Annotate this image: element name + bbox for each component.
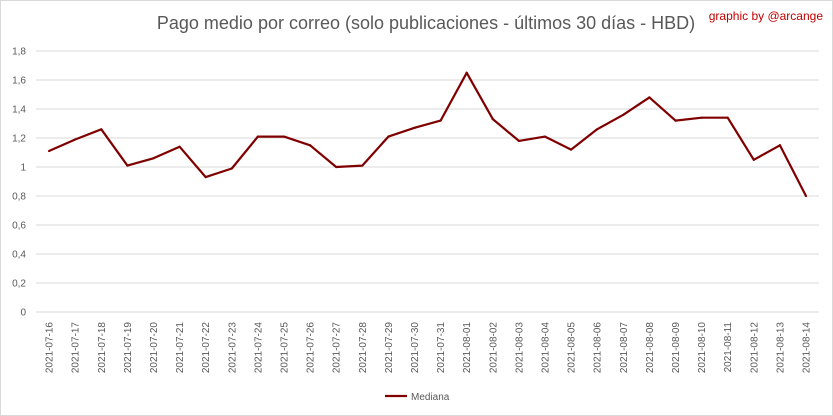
legend: Mediana [385,392,450,403]
data-point [543,135,547,138]
x-tick-label: 2021-07-23 [227,322,238,374]
x-tick-label: 2021-07-27 [332,322,343,374]
x-tick-label: 2021-07-25 [279,322,290,374]
x-tick-label: 2021-07-31 [436,322,447,374]
x-tick-label: 2021-07-30 [410,322,421,374]
x-tick-label: 2021-07-19 [123,322,134,374]
x-tick-label: 2021-07-20 [149,322,160,374]
x-tick-label: 2021-08-04 [540,322,551,374]
data-point [413,126,416,129]
y-axis-ticks: 0 0,2 0,4 0,6 0,8 1 1,2 1,4 1,6 1,8 [12,47,26,319]
data-point [726,116,729,119]
legend-label-mediana: Mediana [411,392,450,403]
chart-credit: graphic by @arcange [709,9,824,23]
data-point [674,119,677,122]
data-point [74,138,77,141]
data-point [596,128,599,131]
data-point [126,164,129,167]
data-point [804,194,808,198]
data-point [308,144,312,147]
data-point [517,139,520,142]
x-tick-label: 2021-08-11 [723,322,734,373]
y-tick-label: 1,4 [12,105,26,116]
x-tick-label: 2021-07-21 [175,322,186,374]
data-point [282,135,286,138]
data-point [47,149,51,153]
data-point [335,165,338,169]
data-point [648,96,651,99]
x-tick-label: 2021-08-10 [697,322,708,374]
y-tick-label: 1 [20,163,26,174]
gridlines [36,50,819,313]
data-point [230,167,233,170]
data-point [256,135,259,138]
x-tick-label: 2021-07-24 [253,322,264,374]
chart-title: Pago medio por correo (solo publicacione… [157,13,695,33]
data-point [152,157,155,160]
x-tick-label: 2021-07-29 [384,322,395,374]
data-point [361,164,364,167]
data-point [752,158,755,161]
data-point [622,113,625,116]
x-tick-label: 2021-08-09 [671,322,682,374]
data-point [204,176,207,179]
data-point [465,71,468,74]
x-tick-label: 2021-07-16 [45,322,56,374]
x-tick-label: 2021-07-22 [201,322,212,374]
data-point [569,148,573,151]
x-tick-label: 2021-08-03 [514,322,525,374]
data-point [100,128,103,131]
data-point [700,116,703,119]
x-tick-label: 2021-07-26 [306,322,317,374]
series-layer [47,71,808,198]
data-point [178,145,181,148]
data-point [778,144,781,147]
x-tick-label: 2021-07-17 [71,322,82,374]
x-tick-label: 2021-08-14 [801,322,812,374]
data-point [439,119,442,122]
data-point [387,135,390,138]
x-tick-label: 2021-07-18 [97,322,108,374]
x-tick-label: 2021-07-28 [358,322,369,374]
x-tick-label: 2021-08-02 [488,322,499,374]
y-tick-label: 1,8 [12,47,26,58]
x-tick-label: 2021-08-07 [619,322,630,374]
y-tick-label: 0,8 [12,192,26,203]
x-tick-label: 2021-08-08 [645,322,656,374]
x-tick-label: 2021-08-12 [749,322,760,374]
y-tick-label: 1,6 [12,76,26,87]
series-line-mediana [48,71,807,197]
data-point [491,118,494,121]
x-axis-ticks: 2021-07-16 2021-07-17 2021-07-18 2021-07-19… [45,322,813,374]
y-tick-label: 0,2 [12,279,26,290]
x-tick-label: 2021-08-13 [775,322,786,374]
x-tick-label: 2021-08-06 [593,322,604,374]
y-tick-label: 1,2 [12,134,26,145]
y-tick-label: 0,4 [12,250,26,261]
x-tick-label: 2021-08-01 [462,322,473,374]
y-tick-label: 0 [20,308,26,319]
x-tick-label: 2021-08-05 [567,322,578,374]
y-tick-label: 0,6 [12,221,26,232]
